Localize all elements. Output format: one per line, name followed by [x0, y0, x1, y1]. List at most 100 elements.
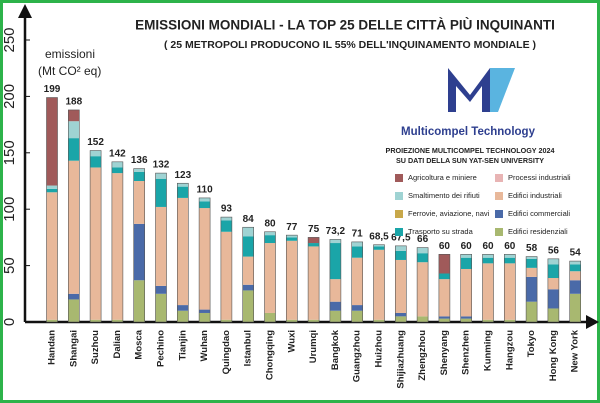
x-tick-label: Urumqi	[308, 330, 319, 363]
bar-segment	[395, 245, 407, 251]
bar-segment	[264, 243, 276, 313]
bar-segment	[68, 299, 80, 322]
bar-segment	[111, 167, 123, 174]
y-tick-label: 100	[1, 197, 18, 222]
legend-swatch	[395, 192, 403, 200]
total-label: 123	[174, 170, 191, 181]
bar-outline	[307, 237, 320, 323]
bar-segment	[373, 319, 385, 322]
bar-segment	[199, 197, 211, 202]
bar-outline	[264, 231, 276, 323]
bar-segment	[351, 246, 363, 258]
bar-segment	[242, 227, 254, 237]
chart-title: EMISSIONI MONDIALI - LA TOP 25 DELLE CIT…	[135, 18, 555, 33]
bar-segment	[547, 308, 559, 322]
x-tick-label: Shijiazhuang	[395, 330, 406, 389]
bar-segment	[460, 316, 472, 319]
y-tick-label: 150	[1, 140, 18, 165]
y-tick-label: 250	[1, 27, 18, 52]
total-label: 188	[65, 97, 82, 108]
legend-label: Ferrovie, aviazione, navi	[408, 209, 490, 218]
bar-outline	[482, 254, 494, 323]
bar-segment	[220, 217, 232, 221]
bar-segment	[68, 109, 80, 122]
bar-segment	[482, 319, 494, 322]
legend-title: SU DATI DELLA SUN YAT-SEN UNIVERSITY	[396, 156, 544, 165]
bar-outline	[133, 168, 145, 323]
bar-segment	[504, 319, 516, 322]
bar-segment	[395, 259, 407, 313]
brand: Multicompel Technology	[401, 126, 536, 138]
legend-label: Agricoltura e miniere	[408, 173, 477, 182]
x-tick-label: Huizhou	[374, 330, 385, 368]
bar-segment	[242, 290, 254, 322]
bar-segment	[286, 319, 298, 322]
bar-segment	[547, 289, 559, 309]
y-tick-label: 0	[1, 318, 18, 326]
bar-segment	[417, 253, 429, 263]
y-tick-label: 200	[1, 84, 18, 109]
bar-segment	[417, 316, 429, 322]
bar-segment	[395, 250, 407, 260]
bar-outline	[198, 197, 211, 323]
bar-outline	[177, 182, 189, 323]
total-label: 132	[153, 160, 170, 171]
bar-segment	[46, 192, 58, 320]
legend-swatch	[395, 210, 403, 218]
bar-segment	[526, 267, 538, 277]
bar-outline	[111, 161, 124, 323]
x-tick-label: Zhengzhou	[417, 330, 428, 381]
bar-outline	[285, 234, 298, 323]
total-label: 56	[548, 245, 560, 256]
bar-segment	[329, 301, 341, 311]
y-label: emissioni	[45, 47, 95, 61]
bar-segment	[547, 258, 559, 265]
bar-outline	[373, 244, 385, 323]
bar-outline	[569, 260, 582, 323]
bar-outline	[351, 241, 364, 323]
bar-segment	[177, 305, 189, 311]
bar-segment	[569, 264, 581, 272]
bar-segment	[68, 138, 80, 161]
bar-segment	[155, 173, 167, 179]
total-label: 152	[87, 137, 104, 148]
x-tick-label: Suzhou	[90, 330, 101, 364]
bar-segment	[133, 280, 145, 322]
legend-label: Edifici commerciali	[508, 209, 570, 218]
bar-segment	[133, 171, 145, 181]
total-label: 199	[44, 84, 61, 95]
chart-subtitle: ( 25 METROPOLI PRODUCONO IL 55% DELL'INQ…	[164, 39, 536, 51]
bar-segment	[90, 150, 102, 157]
legend-swatch	[395, 228, 403, 236]
total-label: 66	[417, 234, 429, 245]
bar-segment	[111, 319, 123, 322]
x-tick-label: Tianjin	[177, 330, 188, 361]
total-label: 60	[439, 241, 451, 252]
bar-segment	[526, 256, 538, 259]
bar-segment	[329, 279, 341, 302]
bar-segment	[199, 201, 211, 209]
x-arrow	[586, 315, 599, 329]
bar-segment	[220, 319, 232, 322]
x-tick-label: Wuxi	[286, 330, 297, 353]
x-tick-label: New York	[570, 329, 581, 372]
bar-segment	[504, 263, 516, 320]
bar-segment	[90, 156, 102, 168]
bar-segment	[395, 312, 407, 317]
bar-segment	[220, 231, 232, 320]
bar-segment	[438, 318, 450, 322]
total-label: 60	[504, 241, 516, 252]
bar-segment	[460, 268, 472, 317]
bar-outline	[329, 239, 342, 323]
bar-segment	[264, 231, 276, 236]
x-tick-label: Tokyo	[526, 330, 537, 357]
bar-outline	[220, 216, 233, 323]
x-tick-label: Quingdao	[221, 330, 232, 375]
bar-outline	[460, 254, 473, 323]
x-tick-label: Pechino	[156, 330, 167, 367]
bar-outline	[68, 109, 80, 323]
bar-segment	[264, 312, 276, 322]
bar-segment	[133, 181, 145, 224]
